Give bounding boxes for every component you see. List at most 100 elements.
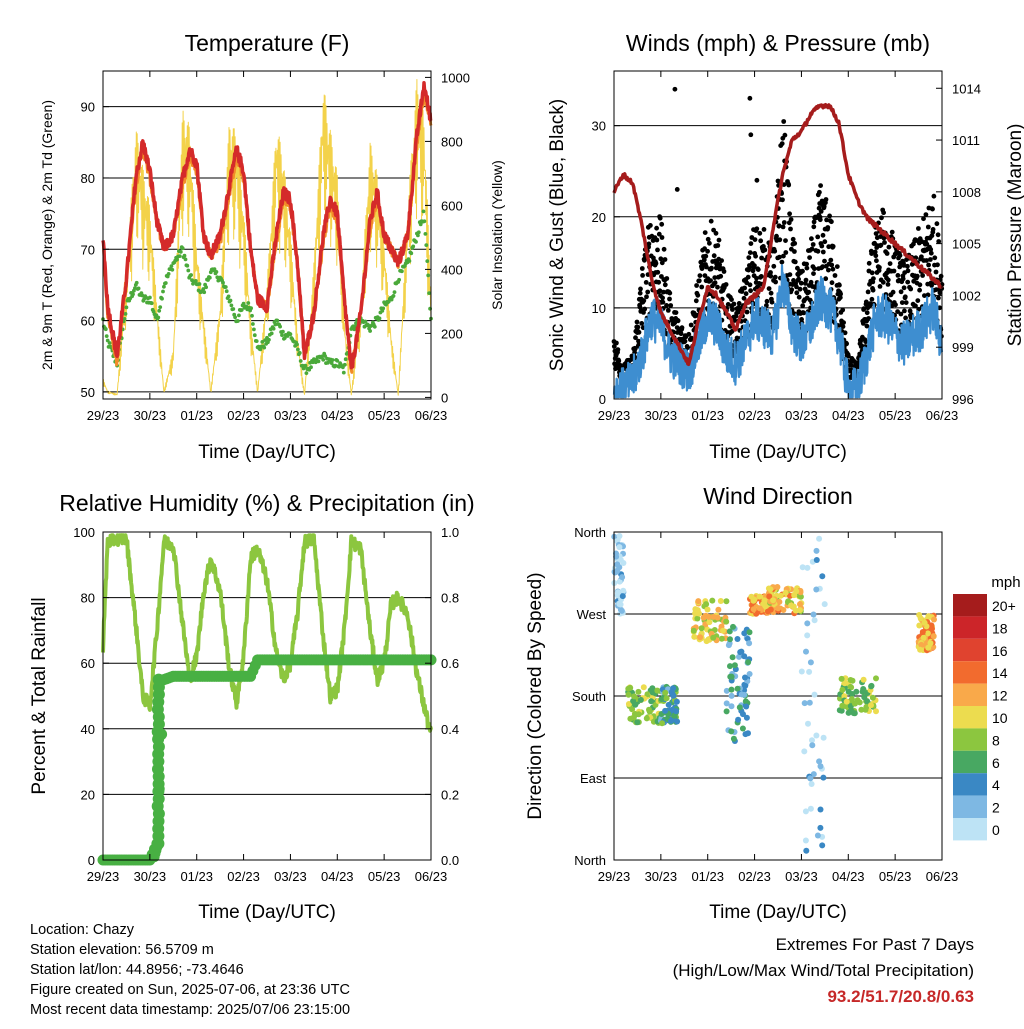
winds-xtick-label: 30/23	[645, 408, 678, 423]
gust-point	[932, 255, 938, 261]
legend-swatch	[953, 683, 987, 706]
winds-xtick-label: 03/23	[785, 408, 818, 423]
gust-point	[708, 218, 714, 224]
gust-point	[928, 247, 934, 252]
direction-point	[620, 587, 627, 594]
gust-point	[730, 307, 735, 312]
legend-label: 8	[992, 732, 1000, 748]
gust-point	[820, 232, 826, 238]
direction-point	[817, 806, 824, 813]
gust-point	[844, 341, 849, 347]
dewpoint-point	[124, 305, 129, 310]
gust-point	[917, 287, 922, 293]
gust-point	[895, 309, 900, 314]
humidity-ytick-label-left: 100	[73, 525, 95, 540]
humidity-xtick-label: 30/23	[134, 869, 167, 884]
gust-point	[729, 297, 734, 302]
direction-point	[625, 691, 632, 698]
legend-swatch	[953, 594, 987, 617]
gust-point	[933, 269, 939, 275]
direction-point	[868, 683, 875, 690]
dewpoint-point	[329, 361, 334, 365]
gust-point	[905, 263, 910, 269]
gust-point	[659, 221, 665, 227]
gust-point	[702, 230, 708, 236]
gust-point	[654, 237, 660, 243]
direction-point	[663, 695, 670, 702]
dewpoint-point	[233, 315, 238, 320]
gust-point	[788, 226, 793, 232]
dewpoint-point	[178, 250, 183, 254]
temperature-ylabel-left: 2m & 9m T (Red, Orange) & 2m Td (Green)	[39, 100, 55, 370]
direction-point	[813, 586, 820, 593]
direction-xtick-label: 03/23	[785, 869, 818, 884]
winds-ytick-label-right: 1011	[952, 133, 980, 148]
direction-point	[804, 632, 811, 639]
gust-point	[869, 270, 875, 276]
direction-point	[848, 696, 855, 703]
gust-point	[741, 295, 747, 301]
gust-point	[787, 272, 793, 277]
direction-point	[613, 568, 620, 575]
gust-point	[811, 219, 817, 225]
gust-point	[657, 215, 663, 221]
dewpoint-point	[254, 339, 259, 343]
gust-point	[682, 338, 688, 344]
gust-point	[716, 237, 722, 243]
dewpoint-point	[288, 332, 293, 337]
winds-panel: Winds (mph) & Pressure (mb) 0 10 20 30 996 99…	[547, 30, 1024, 463]
dewpoint-point	[281, 329, 285, 334]
gust-point	[750, 268, 756, 274]
gust-point	[634, 319, 640, 325]
humidity-ytick-label-right: 0.2	[441, 787, 459, 802]
gust-point	[834, 264, 840, 269]
gust-point	[664, 303, 669, 308]
direction-point	[697, 634, 704, 641]
gust-point	[777, 237, 783, 243]
gust-point	[748, 132, 754, 138]
gust-point	[661, 289, 666, 295]
gust-point	[725, 302, 731, 307]
direction-point	[804, 620, 811, 627]
gust-point	[715, 284, 720, 290]
gust-point	[818, 209, 824, 214]
direction-point	[729, 654, 736, 661]
direction-title: Wind Direction	[703, 483, 853, 509]
direction-point	[806, 668, 813, 675]
humidity-ytick-label-right: 0.0	[441, 853, 459, 868]
gust-point	[817, 189, 822, 195]
gust-point	[653, 261, 659, 266]
dewpoint-point	[231, 307, 236, 311]
gust-point	[877, 265, 882, 270]
gust-point	[889, 229, 895, 235]
gust-point	[694, 283, 699, 288]
direction-point	[735, 716, 742, 723]
dewpoint-point	[280, 333, 284, 337]
dewpoint-point	[193, 279, 198, 283]
gust-point	[754, 177, 760, 183]
gust-point	[633, 335, 638, 341]
direction-point	[742, 682, 749, 689]
gust-point	[903, 315, 908, 321]
direction-point	[845, 709, 852, 716]
direction-point	[705, 613, 712, 620]
humidity-xtick-label: 29/23	[87, 869, 120, 884]
gust-point	[752, 263, 757, 268]
gust-point	[823, 276, 829, 282]
direction-xtick-label: 02/23	[738, 869, 771, 884]
direction-point	[813, 732, 820, 739]
dewpoint-point	[157, 308, 162, 313]
winds-ytick-label-left: 10	[592, 301, 606, 316]
direction-point	[766, 593, 773, 600]
legend-label: 10	[992, 710, 1008, 726]
direction-point	[619, 574, 626, 581]
dewpoint-point	[250, 313, 254, 318]
direction-point	[625, 685, 632, 692]
gust-point	[636, 342, 642, 348]
gust-point	[734, 335, 740, 341]
gust-point	[804, 265, 810, 271]
dewpoint-point	[223, 285, 228, 289]
dewpoint-point	[392, 290, 397, 294]
direction-point	[746, 629, 753, 636]
gust-point	[885, 282, 891, 287]
